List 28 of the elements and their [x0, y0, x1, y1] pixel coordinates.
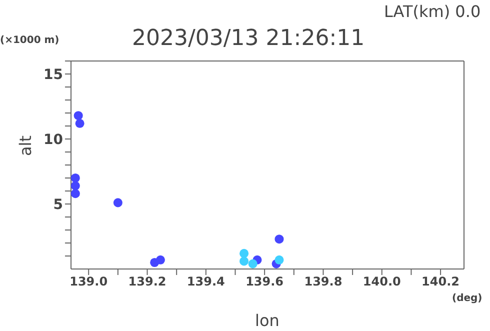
text: (×1000 m)	[0, 35, 60, 46]
point	[71, 189, 80, 198]
y-tick-label: 10	[44, 132, 64, 148]
x-tick-label: 140.0	[362, 274, 401, 289]
x-axis-title: lon	[255, 311, 280, 330]
point	[75, 118, 84, 128]
x-tick-label: 139.2	[128, 274, 166, 289]
text: (deg)	[452, 293, 482, 304]
point	[71, 181, 80, 190]
point	[274, 255, 284, 264]
x-tick-label: 140.2	[422, 274, 460, 289]
x-tick-label: 139.4	[186, 274, 225, 289]
y-tick-label: 5	[53, 196, 63, 213]
chart-title: 2023/03/13 21:26:11	[132, 26, 365, 51]
x-tick-label: 139.8	[304, 274, 342, 289]
x-tick-label: 139.0	[70, 274, 108, 289]
point	[248, 259, 258, 268]
point	[240, 256, 249, 266]
point	[74, 111, 83, 120]
point	[71, 173, 80, 183]
point	[156, 255, 165, 264]
point	[274, 234, 284, 244]
text: LAT(km) 0.0	[384, 2, 481, 21]
x-tick-label: 139.6	[246, 274, 284, 289]
y-tick-label: 15	[44, 66, 63, 83]
point	[240, 248, 249, 258]
y-axis-title: alt	[16, 135, 35, 156]
point	[113, 198, 122, 208]
